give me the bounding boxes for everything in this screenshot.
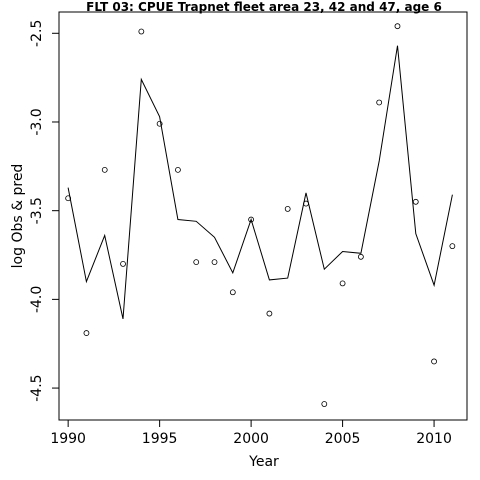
- observed-point: [266, 310, 273, 317]
- observed-point: [211, 259, 218, 266]
- y-tick-label: -3.5: [29, 197, 45, 224]
- observed-point: [229, 289, 236, 296]
- observed-point: [449, 243, 456, 250]
- observed-point: [321, 401, 328, 407]
- observed-point: [83, 330, 90, 336]
- observed-point: [248, 216, 255, 223]
- observed-point: [120, 260, 126, 267]
- x-axis: 1990 1995 2000 2005 2010: [50, 420, 452, 447]
- x-axis-label: Year: [248, 454, 279, 470]
- observed-point: [431, 358, 437, 365]
- observed-point: [412, 198, 419, 205]
- x-tick-label: 2010: [416, 431, 452, 447]
- predicted-line: [67, 45, 453, 320]
- y-tick-label: -4.5: [29, 374, 45, 401]
- observed-point: [339, 280, 346, 287]
- x-tick-label: 2000: [233, 431, 269, 447]
- series-layer: [65, 23, 456, 407]
- observed-point: [303, 200, 309, 207]
- observed-point: [357, 253, 364, 260]
- observed-point: [138, 28, 145, 35]
- observed-point: [394, 23, 401, 30]
- chart-title: FLT 03: CPUE Trapnet fleet area 23, 42 a…: [86, 0, 442, 14]
- x-tick-label: 2005: [325, 431, 361, 447]
- x-tick-label: 1990: [50, 431, 86, 447]
- y-axis: -4.5 -4.0 -3.5 -3.0 -2.5: [29, 20, 59, 402]
- observed-point: [175, 166, 181, 173]
- observed-point: [376, 99, 383, 106]
- observed-point: [65, 195, 72, 202]
- observed-point: [284, 206, 291, 212]
- y-tick-label: -2.5: [29, 20, 45, 47]
- y-tick-label: -4.0: [29, 286, 45, 313]
- observed-point: [193, 259, 200, 266]
- observed-point: [101, 166, 108, 173]
- observed-point: [156, 120, 163, 127]
- y-tick-label: -3.0: [29, 108, 45, 135]
- x-tick-label: 1995: [142, 431, 178, 447]
- y-axis-label: log Obs & pred: [10, 164, 26, 269]
- plot-frame: [58, 11, 468, 421]
